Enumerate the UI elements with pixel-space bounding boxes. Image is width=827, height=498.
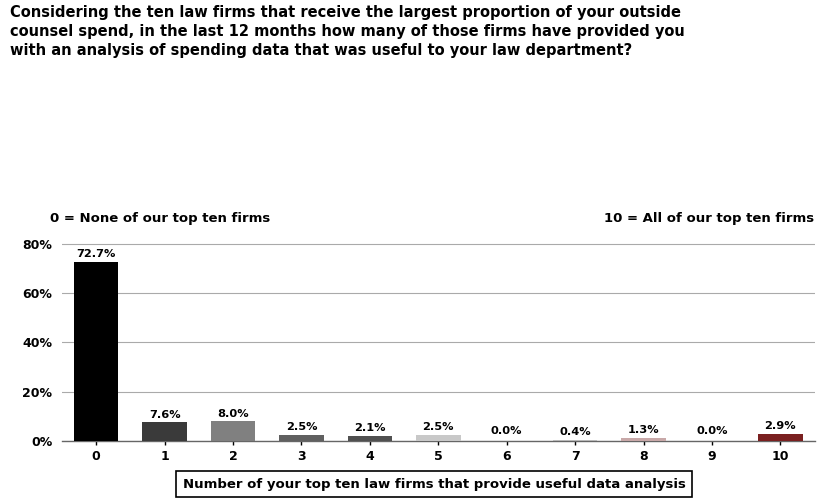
Bar <box>416 435 461 441</box>
Bar <box>621 438 666 441</box>
Text: 0.4%: 0.4% <box>559 427 591 437</box>
Text: Considering the ten law firms that receive the largest proportion of your outsid: Considering the ten law firms that recei… <box>10 5 685 58</box>
Text: 10 = All of our top ten firms: 10 = All of our top ten firms <box>605 212 815 225</box>
Bar <box>280 435 323 441</box>
Text: 1.3%: 1.3% <box>628 425 659 435</box>
Text: 8.0%: 8.0% <box>218 408 249 419</box>
Text: 0.0%: 0.0% <box>696 426 728 436</box>
Text: 72.7%: 72.7% <box>77 249 116 259</box>
Text: 2.1%: 2.1% <box>354 423 385 433</box>
Text: 2.5%: 2.5% <box>423 422 454 432</box>
Bar <box>211 421 256 441</box>
Text: 0.0%: 0.0% <box>491 426 523 436</box>
Text: 7.6%: 7.6% <box>149 409 180 420</box>
Text: 2.5%: 2.5% <box>286 422 318 432</box>
Text: 2.9%: 2.9% <box>765 421 796 431</box>
Bar <box>553 440 597 441</box>
Bar <box>142 422 187 441</box>
Bar <box>74 262 118 441</box>
Text: Number of your top ten law firms that provide useful data analysis: Number of your top ten law firms that pr… <box>183 478 686 491</box>
Bar <box>758 434 803 441</box>
Bar <box>347 436 392 441</box>
Text: 0 = None of our top ten firms: 0 = None of our top ten firms <box>50 212 270 225</box>
